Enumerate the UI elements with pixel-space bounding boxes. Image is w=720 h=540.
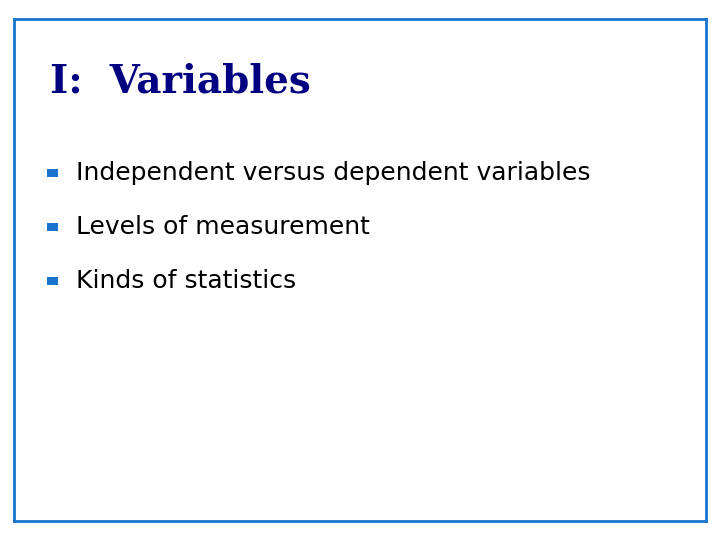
Text: Independent versus dependent variables: Independent versus dependent variables — [76, 161, 590, 185]
Bar — [47, 222, 58, 231]
Bar — [47, 276, 58, 285]
Text: I:  Variables: I: Variables — [50, 62, 311, 100]
Text: Kinds of statistics: Kinds of statistics — [76, 269, 296, 293]
Bar — [47, 168, 58, 177]
Text: Levels of measurement: Levels of measurement — [76, 215, 369, 239]
